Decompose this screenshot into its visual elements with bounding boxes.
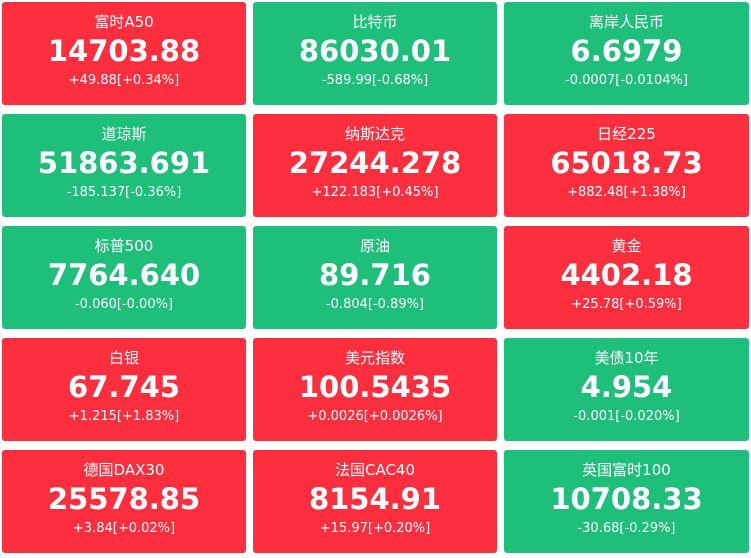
quote-change: +122.183[+0.45%] [311, 185, 439, 200]
quote-tile[interactable]: 美元指数 100.5435 +0.0026[+0.0026%] [253, 338, 497, 441]
quote-price: 7764.640 [47, 258, 201, 292]
quote-tile[interactable]: 标普500 7764.640 -0.060[-0.00%] [2, 226, 246, 329]
quote-price: 8154.91 [308, 482, 442, 516]
quote-name: 美债10年 [594, 349, 659, 367]
quote-tile[interactable]: 白银 67.745 +1.215[+1.83%] [2, 338, 246, 441]
quote-price: 14703.88 [47, 34, 201, 68]
quote-name: 道琼斯 [101, 125, 147, 143]
quote-price: 89.716 [319, 258, 431, 292]
quote-price: 10708.33 [550, 482, 703, 516]
quote-name: 离岸人民币 [588, 13, 664, 31]
quote-name: 白银 [108, 349, 139, 367]
quote-change: -0.0007[-0.0104%] [565, 73, 688, 88]
quote-tile[interactable]: 纳斯达克 27244.278 +122.183[+0.45%] [253, 114, 497, 217]
quote-change: -589.99[-0.68%] [321, 73, 429, 88]
quote-tile[interactable]: 黄金 4402.18 +25.78[+0.59%] [504, 226, 749, 329]
quote-name: 法国CAC40 [334, 461, 416, 479]
quote-price: 4.954 [580, 370, 673, 404]
quote-change: +49.88[+0.34%] [68, 73, 180, 88]
quote-price: 51863.691 [37, 146, 211, 180]
quote-change: -0.804[-0.89%] [325, 297, 425, 312]
quote-tile[interactable]: 原油 89.716 -0.804[-0.89%] [253, 226, 497, 329]
quote-price: 100.5435 [298, 370, 452, 404]
quote-price: 4402.18 [560, 258, 693, 292]
quote-name: 富时A50 [94, 13, 154, 31]
quote-tile[interactable]: 离岸人民币 6.6979 -0.0007[-0.0104%] [504, 2, 749, 105]
quote-tile[interactable]: 法国CAC40 8154.91 +15.97[+0.20%] [253, 450, 497, 553]
quote-price: 6.6979 [570, 34, 683, 68]
quote-name: 黄金 [611, 237, 642, 255]
quote-change: -30.68[-0.29%] [577, 521, 676, 536]
quote-price: 27244.278 [288, 146, 462, 180]
quote-change: +3.84[+0.02%] [72, 521, 176, 536]
quote-name: 比特币 [352, 13, 398, 31]
quote-change: -0.060[-0.00%] [74, 297, 174, 312]
quote-name: 原油 [359, 237, 390, 255]
quote-tile[interactable]: 比特币 86030.01 -589.99[-0.68%] [253, 2, 497, 105]
quote-name: 英国富时100 [582, 461, 671, 479]
quote-change: +25.78[+0.59%] [571, 297, 682, 312]
quote-change: -0.001[-0.020%] [573, 409, 680, 424]
quote-name: 日经225 [597, 125, 656, 143]
quote-tile[interactable]: 日经225 65018.73 +882.48[+1.38%] [504, 114, 749, 217]
quote-price: 25578.85 [47, 482, 201, 516]
quote-price: 67.745 [68, 370, 180, 404]
quote-change: -185.137[-0.36%] [66, 185, 182, 200]
quote-tile[interactable]: 富时A50 14703.88 +49.88[+0.34%] [2, 2, 246, 105]
quote-name: 德国DAX30 [83, 461, 165, 479]
quote-name: 美元指数 [344, 349, 405, 367]
quote-tile[interactable]: 美债10年 4.954 -0.001[-0.020%] [504, 338, 749, 441]
quote-name: 纳斯达克 [344, 125, 405, 143]
quote-tile[interactable]: 英国富时100 10708.33 -30.68[-0.29%] [504, 450, 749, 553]
quote-change: +0.0026[+0.0026%] [307, 409, 443, 424]
quote-change: +1.215[+1.83%] [68, 409, 180, 424]
quote-tile[interactable]: 德国DAX30 25578.85 +3.84[+0.02%] [2, 450, 246, 553]
quote-change: +882.48[+1.38%] [567, 185, 686, 200]
quote-price: 65018.73 [550, 146, 703, 180]
quote-change: +15.97[+0.20%] [319, 521, 431, 536]
quote-tile[interactable]: 道琼斯 51863.691 -185.137[-0.36%] [2, 114, 246, 217]
quote-price: 86030.01 [298, 34, 452, 68]
quote-name: 标普500 [94, 237, 154, 255]
